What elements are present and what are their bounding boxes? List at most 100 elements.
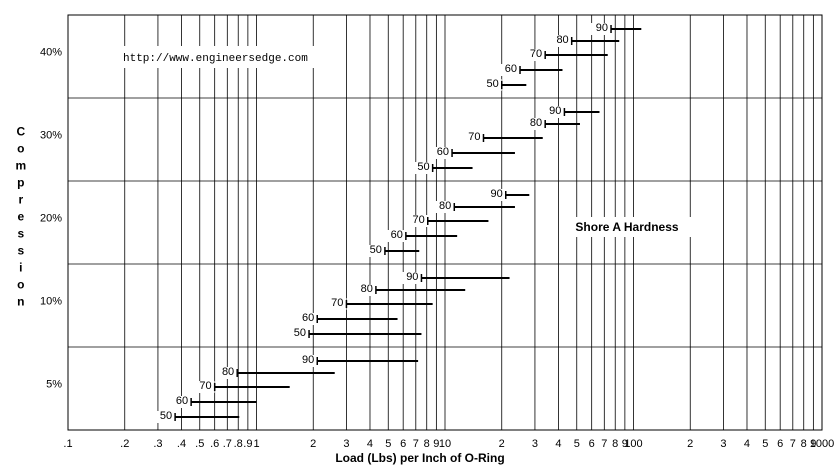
hardness-label: 80: [556, 34, 568, 46]
x-tick-label: 6: [400, 438, 406, 450]
x-tick-label: 2: [310, 438, 316, 450]
x-tick-label: 9: [622, 438, 628, 450]
bg-knockout: [485, 189, 506, 201]
x-tick-label: .2: [120, 438, 129, 450]
legend-title-bg: [560, 217, 695, 237]
annotation-bg: [118, 46, 332, 68]
hardness-label: 50: [486, 78, 498, 90]
hardness-label: 90: [549, 105, 561, 117]
bg-knockout: [551, 35, 572, 47]
x-tick-label: 5: [385, 438, 391, 450]
hardness-label: 50: [370, 244, 382, 256]
hardness-label: 50: [417, 161, 429, 173]
bg-knockout: [434, 201, 455, 213]
bg-knockout: [385, 230, 406, 242]
bg-knockout: [544, 106, 565, 118]
x-tick-label: 9: [433, 438, 439, 450]
x-tick-label: 8: [424, 438, 430, 450]
bg-knockout: [217, 367, 238, 379]
x-tick-label: 8: [801, 438, 807, 450]
bg-knockout: [326, 298, 347, 310]
x-tick-label: .5: [195, 438, 204, 450]
x-tick-label: 1000: [810, 438, 834, 450]
x-tick-label: 7: [413, 438, 419, 450]
bg-knockout: [500, 64, 521, 76]
hardness-label: 60: [437, 146, 449, 158]
hardness-label: 60: [391, 229, 403, 241]
x-tick-label: 6: [777, 438, 783, 450]
hardness-label: 70: [412, 214, 424, 226]
bg-knockout: [297, 313, 318, 325]
hardness-label: 80: [439, 200, 451, 212]
bg-knockout: [401, 272, 422, 284]
bg-knockout: [355, 284, 376, 296]
hardness-label: 60: [176, 395, 188, 407]
x-tick-label: 100: [624, 438, 642, 450]
legend-title: Shore A Hardness: [575, 220, 678, 234]
x-tick-label: 5: [762, 438, 768, 450]
hardness-label: 80: [530, 117, 542, 129]
x-tick-label: 7: [790, 438, 796, 450]
hardness-label: 70: [199, 380, 211, 392]
annotation: http://www.engineersedge.com: [123, 53, 308, 65]
x-tick-label: .8: [234, 438, 243, 450]
x-tick-label: 5: [574, 438, 580, 450]
y-tick-label: 30%: [40, 129, 62, 141]
bg-knockout: [525, 118, 546, 130]
hardness-label: 70: [468, 131, 480, 143]
x-tick-label: 3: [720, 438, 726, 450]
x-tick-label: 7: [601, 438, 607, 450]
hardness-label: 90: [406, 271, 418, 283]
bg-knockout: [155, 411, 176, 423]
x-tick-label: 1: [253, 438, 259, 450]
x-tick-label: 3: [343, 438, 349, 450]
x-tick-label: 10: [439, 438, 451, 450]
hardness-label: 80: [361, 283, 373, 295]
y-tick-label: 20%: [40, 212, 62, 224]
y-tick-label: 5%: [46, 378, 62, 390]
hardness-label: 80: [222, 366, 234, 378]
bg-knockout: [463, 132, 484, 144]
plot-frame: [67, 14, 823, 431]
x-tick-label: 3: [532, 438, 538, 450]
hardness-label: 70: [530, 48, 542, 60]
x-tick-label: .7: [223, 438, 232, 450]
bg-knockout: [364, 245, 385, 257]
x-tick-label: 6: [589, 438, 595, 450]
hardness-label: 60: [505, 63, 517, 75]
x-tick-label: 9: [810, 438, 816, 450]
bg-knockout: [407, 215, 428, 227]
x-tick-label: 8: [612, 438, 618, 450]
hardness-label: 90: [302, 354, 314, 366]
x-tick-label: 2: [499, 438, 505, 450]
y-axis-label: Compression: [14, 125, 28, 312]
x-tick-label: 4: [555, 438, 561, 450]
x-tick-label: 2: [687, 438, 693, 450]
bg-knockout: [297, 355, 318, 367]
hardness-label: 90: [490, 188, 502, 200]
hardness-label: 60: [302, 312, 314, 324]
x-tick-label: .3: [153, 438, 162, 450]
hardness-label: 50: [294, 327, 306, 339]
bg-knockout: [412, 162, 433, 174]
x-tick-label: .4: [177, 438, 186, 450]
bg-knockout: [591, 23, 612, 35]
x-tick-label: .1: [63, 438, 72, 450]
x-tick-label: 4: [744, 438, 750, 450]
y-tick-label: 10%: [40, 295, 62, 307]
x-tick-label: .9: [243, 438, 252, 450]
bg-knockout: [194, 381, 215, 393]
bg-knockout: [289, 328, 310, 340]
hardness-label: 50: [160, 410, 172, 422]
x-tick-label: 4: [367, 438, 373, 450]
hardness-label: 90: [596, 22, 608, 34]
bg-knockout: [481, 79, 502, 91]
hardness-label: 70: [331, 297, 343, 309]
y-tick-label: 40%: [40, 46, 62, 58]
x-axis-label: Load (Lbs) per Inch of O-Ring: [335, 451, 504, 465]
bg-knockout: [171, 396, 192, 408]
bg-knockout: [525, 49, 546, 61]
bg-knockout: [432, 147, 453, 159]
